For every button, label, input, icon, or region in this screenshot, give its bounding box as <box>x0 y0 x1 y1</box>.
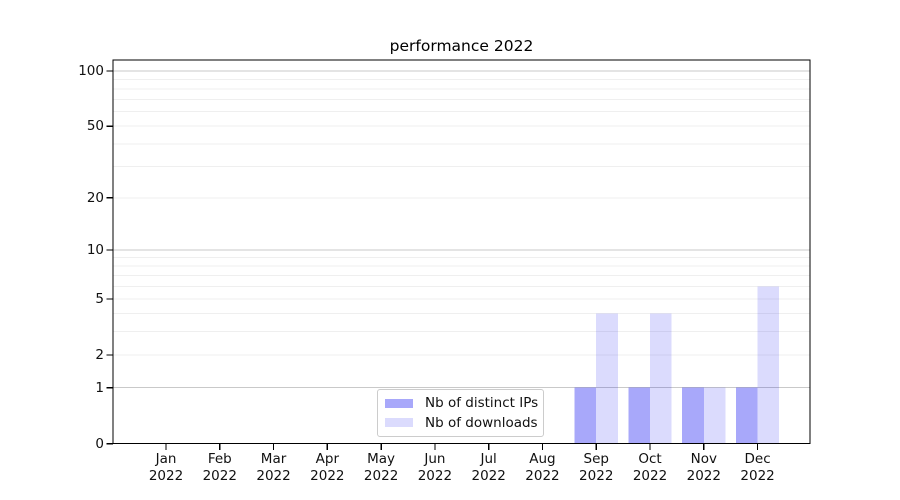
bar-downloads-sep <box>596 313 618 444</box>
x-tick-year: 2022 <box>202 468 237 484</box>
x-tick-label-feb: Feb 2022 <box>188 451 252 485</box>
x-tick-label-sep: Sep 2022 <box>564 451 628 485</box>
x-tick-month: Apr <box>315 451 339 467</box>
x-tick-label-oct: Oct 2022 <box>618 451 682 485</box>
x-tick-label-nov: Nov 2022 <box>672 451 736 485</box>
x-tick-month: Jan <box>155 451 177 467</box>
y-tick-label-5: 5 <box>95 290 104 307</box>
y-tick-label-50: 50 <box>86 118 104 135</box>
x-tick-month: May <box>367 451 396 467</box>
x-tick-month: Aug <box>529 451 556 467</box>
y-tick-label-10: 10 <box>86 242 104 258</box>
x-tick-label-jul: Jul 2022 <box>457 451 521 485</box>
y-tick-label-1: 1 <box>95 379 104 396</box>
y-tick-label-20: 20 <box>86 189 104 206</box>
x-tick-year: 2022 <box>686 468 721 484</box>
x-tick-month: Jul <box>480 451 497 467</box>
y-tick-label-2: 2 <box>95 346 104 363</box>
x-tick-year: 2022 <box>363 468 399 484</box>
x-tick-label-jan: Jan 2022 <box>134 451 198 485</box>
x-tick-year: 2022 <box>740 468 775 484</box>
x-tick-month: Oct <box>638 451 662 467</box>
legend-label-downloads: Nb of downloads <box>425 414 538 431</box>
legend: Nb of distinct IPs Nb of downloads <box>377 389 544 437</box>
x-tick-label-dec: Dec 2022 <box>726 451 790 485</box>
x-tick-label-aug: Aug 2022 <box>510 451 574 485</box>
legend-label-distinct-ips: Nb of distinct IPs <box>425 395 539 412</box>
x-tick-month: Jun <box>424 451 446 467</box>
x-tick-month: Dec <box>744 451 771 467</box>
x-tick-year: 2022 <box>310 468 345 484</box>
x-tick-year: 2022 <box>525 468 560 484</box>
plot-border <box>112 59 811 445</box>
x-tick-label-jun: Jun 2022 <box>403 451 467 485</box>
x-tick-label-mar: Mar 2022 <box>242 451 306 485</box>
y-tick-label-100: 100 <box>78 62 104 79</box>
bar-downloads-dec <box>757 286 780 444</box>
x-tick-label-apr: Apr 2022 <box>295 451 359 485</box>
bar-distinct-ips-sep <box>574 387 597 444</box>
bar-downloads-nov <box>703 387 726 444</box>
y-tick-label-0: 0 <box>95 435 104 452</box>
legend-swatch-distinct-ips-icon <box>385 398 413 409</box>
bar-distinct-ips-dec <box>735 387 758 444</box>
x-tick-label-may: May 2022 <box>349 451 413 485</box>
x-tick-year: 2022 <box>471 468 506 484</box>
x-tick-month: Feb <box>207 451 232 467</box>
x-tick-year: 2022 <box>632 468 668 484</box>
x-tick-month: Sep <box>583 451 609 467</box>
legend-swatch-downloads-icon <box>385 417 413 428</box>
bar-distinct-ips-nov <box>682 387 704 444</box>
legend-item-distinct-ips: Nb of distinct IPs <box>385 395 539 412</box>
x-tick-month: Nov <box>690 451 717 467</box>
x-tick-year: 2022 <box>579 468 614 484</box>
x-tick-month: Mar <box>260 451 287 467</box>
legend-item-downloads: Nb of downloads <box>385 414 538 431</box>
x-tick-year: 2022 <box>256 468 291 484</box>
x-tick-year: 2022 <box>417 468 453 484</box>
bar-downloads-oct <box>650 313 672 444</box>
chart-title: performance 2022 <box>389 37 534 55</box>
bar-distinct-ips-oct <box>628 387 651 444</box>
x-tick-year: 2022 <box>148 468 184 484</box>
